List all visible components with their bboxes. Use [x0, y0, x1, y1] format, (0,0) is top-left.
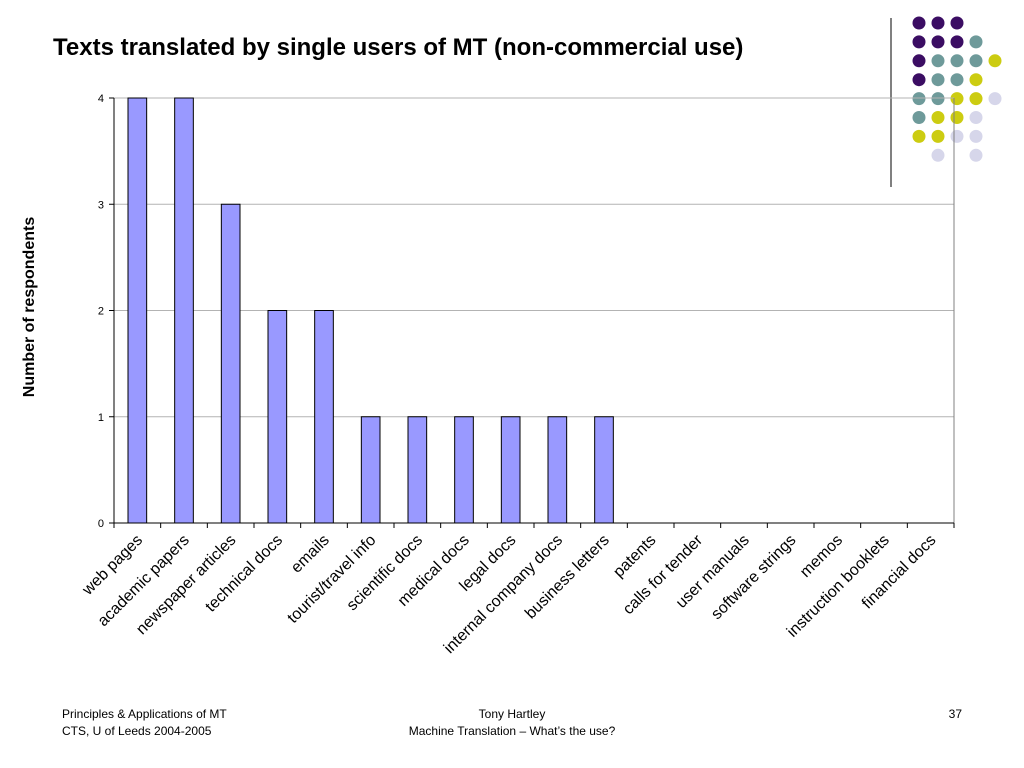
footer-lecture-title: Machine Translation – What’s the use?: [408, 724, 616, 738]
x-category-label: calls for tender: [620, 531, 707, 618]
bar: [594, 416, 614, 524]
page-number: 37: [948, 707, 962, 721]
footer-author-name: Tony Hartley: [478, 707, 546, 721]
bar: [500, 416, 521, 524]
x-category-label: business letters: [522, 532, 613, 623]
y-tick-label: 1: [98, 412, 104, 424]
bar: [314, 310, 334, 524]
y-tick-label: 3: [98, 199, 104, 211]
bar: [360, 416, 381, 524]
x-category-label: software strings: [708, 532, 799, 623]
bar: [174, 97, 194, 524]
bar: [407, 416, 428, 524]
y-tick-label: 0: [98, 518, 104, 530]
slide-title: Texts translated by single users of MT (…: [53, 34, 744, 61]
footer-course-info: Principles & Applications of MT CTS, U o…: [62, 706, 227, 740]
bar: [127, 97, 148, 524]
footer-course-line1: Principles & Applications of MT: [62, 707, 227, 721]
footer-author-info: Tony Hartley Machine Translation – What’…: [362, 706, 662, 740]
x-category-label: emails: [288, 532, 333, 577]
bar: [220, 203, 241, 524]
y-tick-label: 2: [98, 306, 104, 318]
y-tick-label: 4: [98, 93, 104, 105]
bar: [454, 416, 474, 524]
bar: [267, 310, 288, 524]
footer-course-line2: CTS, U of Leeds 2004-2005: [62, 724, 212, 738]
bar: [547, 416, 568, 524]
